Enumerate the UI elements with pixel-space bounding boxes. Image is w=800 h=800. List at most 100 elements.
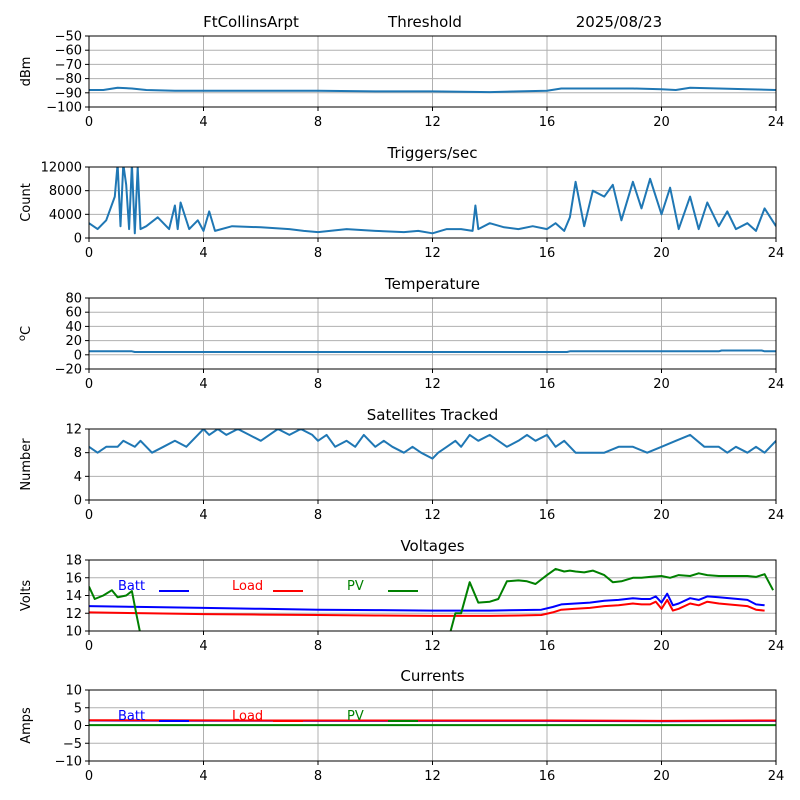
- x-tick-label: 0: [85, 508, 93, 523]
- y-axis-label: dBm: [19, 57, 34, 87]
- x-tick-label: 0: [85, 246, 93, 261]
- x-tick-label: 24: [768, 508, 785, 523]
- y-tick-label: −5: [63, 737, 82, 752]
- x-tick-label: 0: [85, 769, 93, 784]
- y-tick-label: −90: [55, 86, 82, 101]
- y-tick-label: 20: [65, 334, 82, 349]
- y-tick-label: 0: [74, 719, 82, 734]
- x-tick-label: 4: [199, 115, 207, 130]
- legend-label-load: Load: [232, 579, 263, 594]
- x-tick-label: 4: [199, 246, 207, 261]
- x-tick-label: 24: [768, 246, 785, 261]
- y-tick-label: 10: [65, 625, 82, 640]
- y-tick-label: 12: [65, 607, 82, 622]
- x-tick-label: 12: [424, 377, 441, 392]
- y-tick-label: −80: [55, 72, 82, 87]
- panel-title: Satellites Tracked: [367, 406, 498, 424]
- y-tick-label: 8: [74, 446, 82, 461]
- y-tick-label: −20: [55, 363, 82, 378]
- y-tick-label: −10: [55, 755, 82, 770]
- panel-voltages: 0 4 8 12 16 20 24 10 12 14 16 18 Volts Voltages Batt Lo…: [19, 537, 784, 654]
- panel-title: Temperature: [384, 275, 480, 293]
- y-tick-label: −70: [55, 58, 82, 73]
- panel-threshold: 0 4 8 12 16 20 24 −100−90−80−70−60−50 dBm: [19, 30, 784, 131]
- legend-label-load: Load: [232, 709, 263, 724]
- y-tick-label: 10: [65, 684, 82, 699]
- x-tick-label: 20: [653, 115, 670, 130]
- panel-title: Currents: [400, 667, 464, 685]
- series-line-load: [89, 719, 776, 722]
- x-tick-label: 16: [539, 508, 556, 523]
- legend-label-pv: PV: [347, 579, 364, 594]
- panel-triggers: 0 4 8 12 16 20 24 0 4000 8000 12000 Count Triggers/s…: [19, 144, 784, 261]
- y-axis-label: oC: [17, 326, 34, 341]
- series-line: [89, 429, 776, 460]
- y-tick-label: −50: [55, 30, 82, 45]
- series-line: [89, 167, 776, 235]
- y-axis-label: Volts: [19, 580, 34, 612]
- x-tick-label: 20: [653, 769, 670, 784]
- y-tick-label: 80: [65, 292, 82, 307]
- x-tick-label: 20: [653, 377, 670, 392]
- panel-title: Triggers/sec: [387, 144, 478, 162]
- x-tick-label: 0: [85, 639, 93, 654]
- series-line: [89, 349, 776, 353]
- y-tick-label: 18: [65, 554, 82, 569]
- y-tick-label: 0: [74, 494, 82, 509]
- legend-label-batt: Batt: [118, 579, 145, 594]
- x-tick-label: 4: [199, 769, 207, 784]
- x-tick-label: 4: [199, 508, 207, 523]
- header: FtCollinsArpt Threshold 2025/08/23: [203, 13, 662, 31]
- x-tick-label: 4: [199, 377, 207, 392]
- x-tick-label: 12: [424, 508, 441, 523]
- x-tick-label: 8: [314, 377, 322, 392]
- x-tick-label: 8: [314, 639, 322, 654]
- panel-title: Voltages: [400, 537, 464, 555]
- series-line-batt: [89, 592, 765, 612]
- series-line-pv: [89, 567, 774, 631]
- y-tick-label: 12: [65, 423, 82, 438]
- x-tick-label: 16: [539, 377, 556, 392]
- y-tick-label: −100: [46, 101, 82, 116]
- panel-currents: 0 4 8 12 16 20 24 −10 −5 0 5 10 Amps Currents Batt Load…: [19, 667, 784, 784]
- x-tick-label: 24: [768, 115, 785, 130]
- x-tick-label: 12: [424, 639, 441, 654]
- x-tick-label: 0: [85, 377, 93, 392]
- y-tick-label: 40: [65, 320, 82, 335]
- y-tick-label: −60: [55, 44, 82, 59]
- x-tick-label: 24: [768, 377, 785, 392]
- mode-label: Threshold: [387, 13, 462, 31]
- y-tick-label: 5: [74, 701, 82, 716]
- y-tick-label: 4000: [49, 208, 82, 223]
- y-tick-label: 0: [74, 232, 82, 247]
- x-tick-label: 20: [653, 246, 670, 261]
- y-axis-label: Count: [19, 183, 34, 222]
- x-tick-label: 24: [768, 769, 785, 784]
- y-tick-label: 4: [74, 470, 82, 485]
- y-tick-label: 0: [74, 348, 82, 363]
- x-tick-label: 16: [539, 246, 556, 261]
- x-tick-label: 12: [424, 115, 441, 130]
- legend-label-pv: PV: [347, 709, 364, 724]
- x-tick-label: 20: [653, 508, 670, 523]
- x-tick-label: 16: [539, 639, 556, 654]
- y-axis-label: Number: [19, 438, 34, 491]
- series-line: [89, 86, 776, 94]
- y-tick-label: 16: [65, 571, 82, 586]
- x-tick-label: 0: [85, 115, 93, 130]
- x-tick-label: 4: [199, 639, 207, 654]
- x-tick-label: 8: [314, 115, 322, 130]
- y-tick-label: 60: [65, 306, 82, 321]
- y-axis-label: Amps: [19, 707, 34, 744]
- x-tick-label: 8: [314, 508, 322, 523]
- x-tick-label: 16: [539, 115, 556, 130]
- date-label: 2025/08/23: [576, 13, 662, 31]
- x-tick-label: 16: [539, 769, 556, 784]
- series-line-load: [89, 598, 765, 617]
- x-tick-label: 24: [768, 639, 785, 654]
- x-tick-label: 8: [314, 769, 322, 784]
- x-tick-label: 12: [424, 246, 441, 261]
